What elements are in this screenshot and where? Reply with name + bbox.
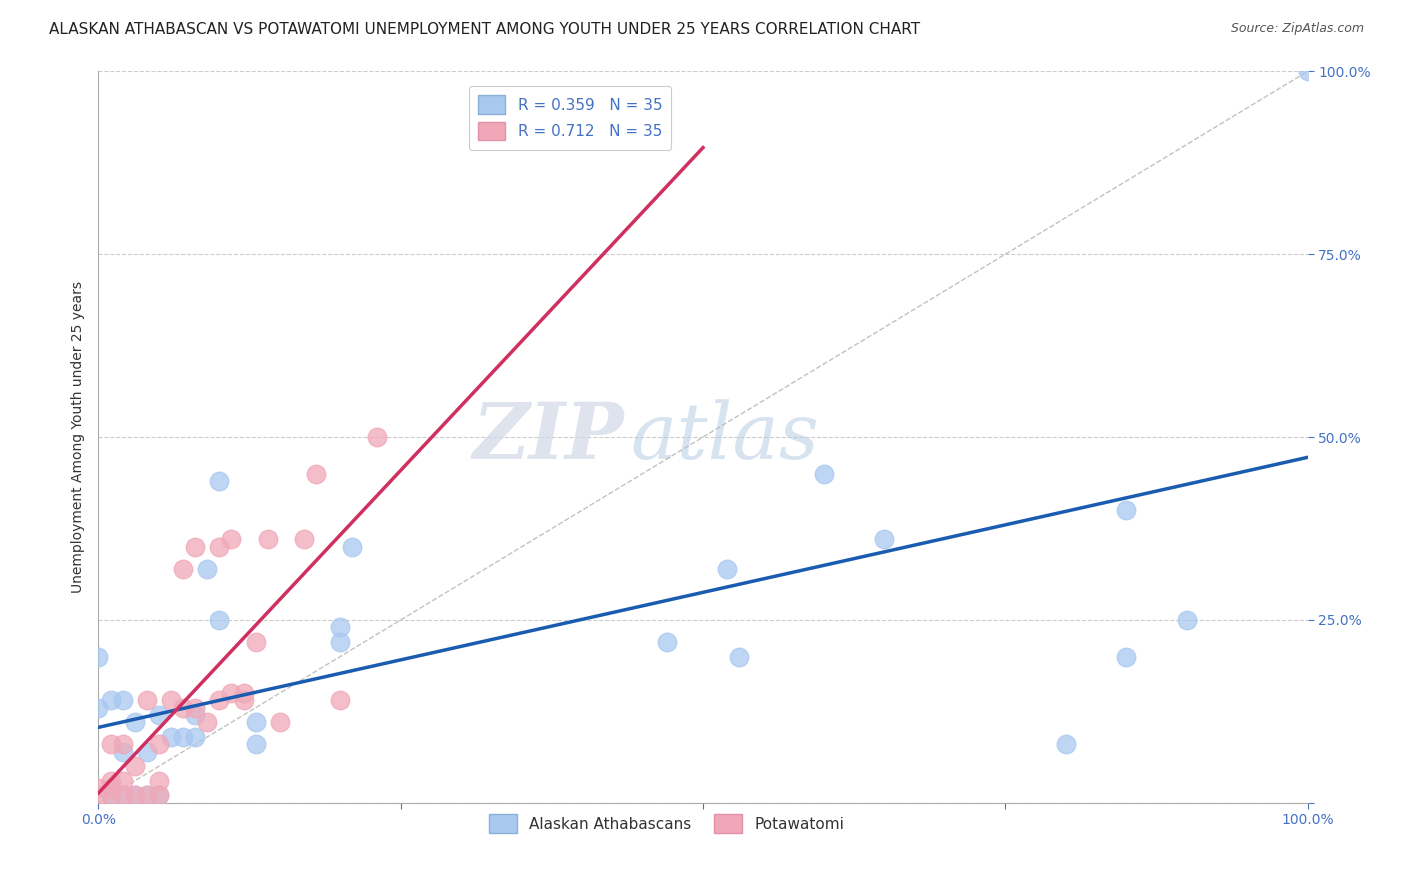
Point (100, 773, 122, 788)
Point (87, 781, 110, 796)
Point (111, 789, 134, 803)
Point (329, 635, 352, 649)
Point (269, 715, 291, 730)
Point (208, 613, 231, 627)
Point (148, 789, 170, 803)
Point (329, 620, 352, 634)
Point (1115, 503, 1137, 517)
Point (184, 730, 207, 744)
Point (1054, 737, 1077, 751)
Point (1296, 64, 1319, 78)
Point (232, 693, 254, 707)
Point (232, 686, 254, 700)
Point (100, 737, 122, 751)
Point (329, 693, 352, 707)
Point (366, 430, 388, 444)
Point (208, 474, 231, 488)
Point (100, 789, 122, 803)
Point (195, 562, 218, 576)
Point (135, 789, 157, 803)
Point (873, 533, 896, 547)
Point (87, 649, 110, 664)
Text: ALASKAN ATHABASCAN VS POTAWATOMI UNEMPLOYMENT AMONG YOUTH UNDER 25 YEARS CORRELA: ALASKAN ATHABASCAN VS POTAWATOMI UNEMPLO… (49, 22, 921, 37)
Point (100, 781, 122, 796)
Point (148, 789, 170, 803)
Point (124, 759, 146, 773)
Point (184, 540, 207, 554)
Point (124, 789, 146, 803)
Point (172, 730, 194, 744)
Point (655, 635, 678, 649)
Point (111, 745, 134, 759)
Point (1115, 649, 1137, 664)
Point (124, 789, 146, 803)
Text: Source: ZipAtlas.com: Source: ZipAtlas.com (1230, 22, 1364, 36)
Point (195, 715, 218, 730)
Point (221, 533, 243, 547)
Point (256, 533, 278, 547)
Point (292, 533, 315, 547)
Point (184, 708, 207, 723)
Point (148, 737, 170, 751)
Point (160, 730, 183, 744)
Point (135, 745, 157, 759)
Point (172, 700, 194, 714)
Point (813, 467, 835, 481)
Point (111, 789, 134, 803)
Point (148, 773, 170, 788)
Point (716, 562, 738, 576)
Point (124, 715, 146, 730)
Point (1175, 613, 1198, 627)
Point (135, 693, 157, 707)
Text: atlas: atlas (630, 399, 820, 475)
Point (172, 562, 194, 576)
Point (111, 737, 134, 751)
Point (111, 693, 134, 707)
Point (148, 708, 170, 723)
Point (221, 686, 243, 700)
Text: ZIP: ZIP (472, 399, 624, 475)
Point (245, 715, 267, 730)
Point (184, 700, 207, 714)
Point (135, 789, 157, 803)
Legend: Alaskan Athabascans, Potawatomi: Alaskan Athabascans, Potawatomi (484, 808, 851, 839)
Y-axis label: Unemployment Among Youth under 25 years: Unemployment Among Youth under 25 years (70, 281, 84, 593)
Point (111, 773, 134, 788)
Point (87, 700, 110, 714)
Point (208, 540, 231, 554)
Point (87, 789, 110, 803)
Point (160, 693, 183, 707)
Point (245, 635, 267, 649)
Point (728, 649, 751, 664)
Point (208, 693, 231, 707)
Point (342, 540, 364, 554)
Point (100, 693, 122, 707)
Point (100, 789, 122, 803)
Point (305, 467, 328, 481)
Point (245, 737, 267, 751)
